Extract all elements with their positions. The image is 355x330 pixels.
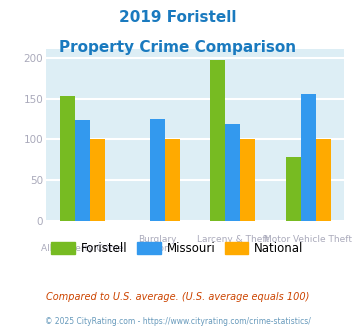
Text: Property Crime Comparison: Property Crime Comparison: [59, 40, 296, 54]
Text: Compared to U.S. average. (U.S. average equals 100): Compared to U.S. average. (U.S. average …: [46, 292, 309, 302]
Text: Arson: Arson: [145, 244, 170, 253]
Bar: [90, 139, 105, 221]
Text: All Property Crime: All Property Crime: [41, 244, 124, 253]
Bar: [210, 60, 225, 221]
Bar: [75, 120, 90, 221]
Text: © 2025 CityRating.com - https://www.cityrating.com/crime-statistics/: © 2025 CityRating.com - https://www.city…: [45, 317, 310, 326]
Text: Burglary: Burglary: [138, 235, 177, 244]
Bar: [165, 139, 180, 221]
Legend: Foristell, Missouri, National: Foristell, Missouri, National: [47, 237, 308, 260]
Bar: [150, 119, 165, 221]
Bar: [286, 157, 301, 221]
Bar: [60, 96, 75, 221]
Text: 2019 Foristell: 2019 Foristell: [119, 10, 236, 25]
Bar: [301, 94, 316, 221]
Bar: [240, 139, 256, 221]
Bar: [316, 139, 331, 221]
Text: Motor Vehicle Theft: Motor Vehicle Theft: [264, 235, 352, 244]
Text: Larceny & Theft: Larceny & Theft: [197, 235, 269, 244]
Bar: [225, 124, 240, 221]
